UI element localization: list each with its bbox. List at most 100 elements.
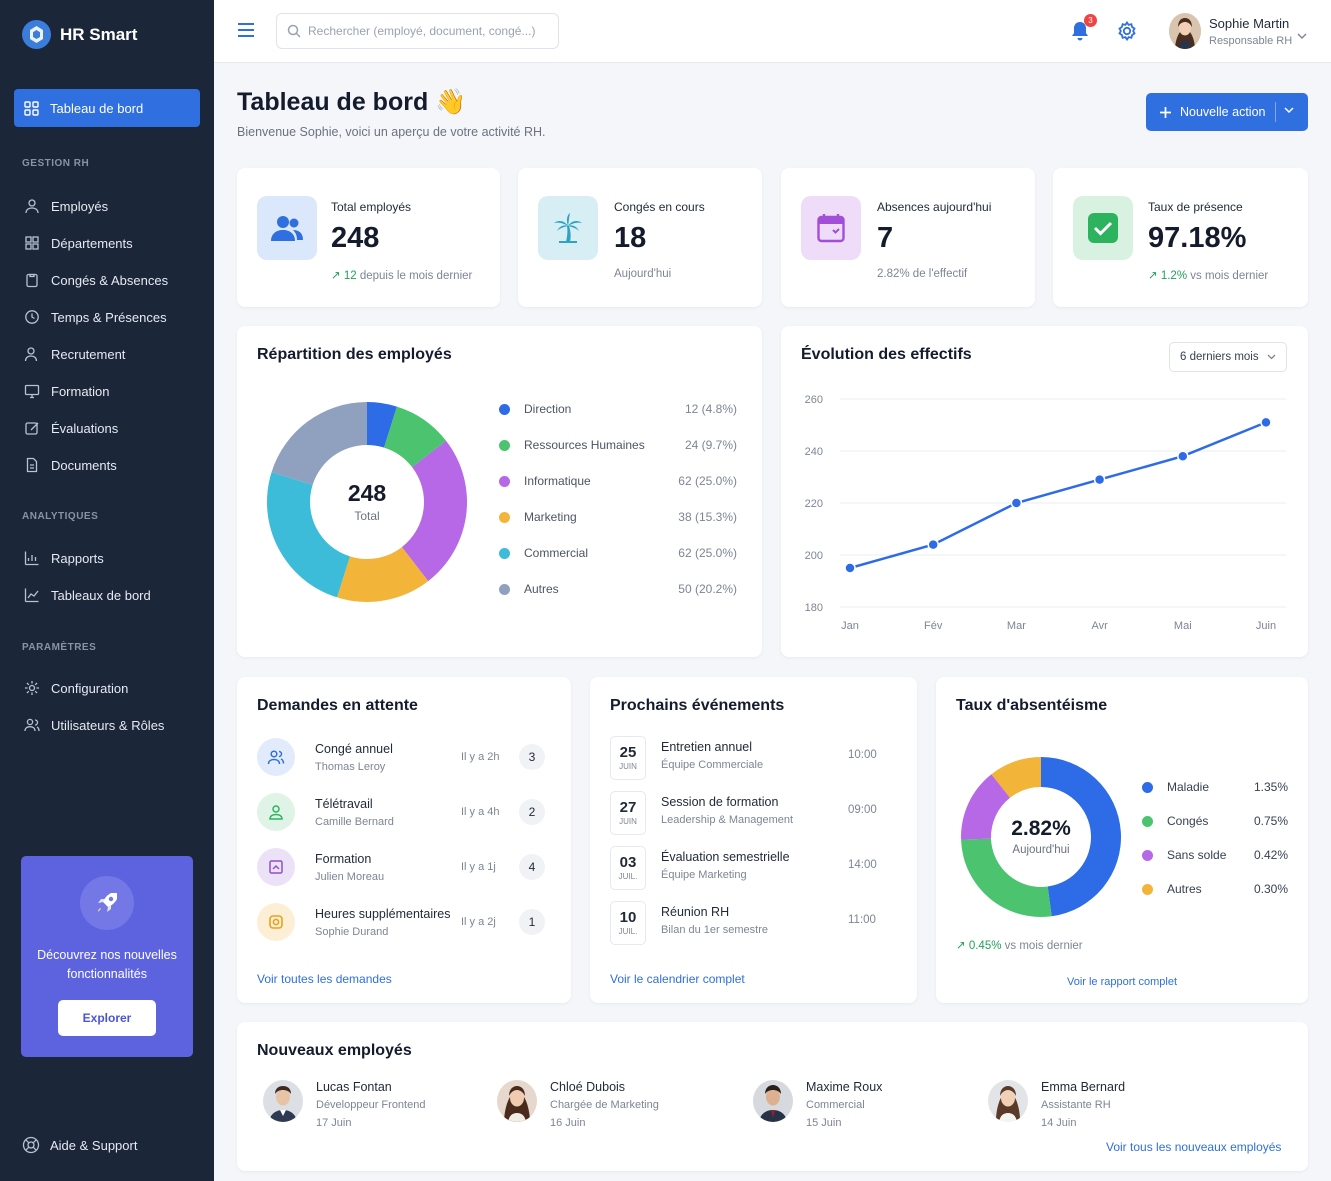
employee-item[interactable]: Chloé Dubois Chargée de Marketing 16 Jui… [497, 1078, 707, 1136]
search-input[interactable] [308, 24, 548, 38]
notification-badge: 3 [1084, 14, 1097, 27]
new-action-button[interactable]: Nouvelle action [1146, 93, 1308, 131]
legend-item-autres[interactable]: Autres 50 (20.2%) [499, 582, 737, 596]
employee-item[interactable]: Lucas Fontan Développeur Frontend 17 Jui… [263, 1078, 473, 1136]
bell-icon[interactable] [1070, 20, 1090, 47]
donut-slice-direction[interactable] [367, 402, 397, 448]
legend-item-sans-solde[interactable]: Sans solde 0.42% [1142, 848, 1288, 862]
calendar-icon [801, 196, 861, 260]
kpi-label: Absences aujourd'hui [877, 200, 992, 214]
request-item[interactable]: Heures supplémentaires Sophie Durand Il … [257, 903, 547, 943]
event-item[interactable]: 03 JUIL. Évaluation semestrielle Équipe M… [610, 846, 900, 890]
menu-icon[interactable] [237, 22, 255, 43]
donut-slice-conges[interactable] [961, 838, 1052, 917]
user-avatar[interactable] [1169, 13, 1201, 49]
trend-up-icon: ↗ [331, 270, 341, 282]
sidebar-item-employes[interactable]: Employés [24, 196, 108, 216]
sidebar-item-configuration[interactable]: Configuration [24, 678, 128, 698]
chevron-down-icon[interactable] [1284, 107, 1294, 114]
request-item[interactable]: Télétravail Camille Bernard Il y a 4h 2 [257, 793, 547, 833]
sidebar-item-formation[interactable]: Formation [24, 381, 110, 401]
data-point[interactable] [1260, 416, 1272, 429]
legend-label: Marketing [524, 510, 577, 524]
page-title: Tableau de bord 👋 [237, 88, 467, 116]
count-badge: 3 [519, 744, 545, 770]
see-all-new-employees-link[interactable]: Voir tous les nouveaux employés [1106, 1140, 1282, 1154]
evolution-card: Évolution des effectifs 6 derniers mois … [781, 326, 1308, 657]
absenteeism-card: Taux d'absentéisme 2.82% Aujourd'hui Mal… [936, 677, 1308, 1003]
sidebar-item-conges-absences[interactable]: Congés & Absences [24, 270, 168, 290]
sidebar-item-label: Tableau de bord [50, 100, 144, 116]
employee-item[interactable]: Maxime Roux Commercial 15 Juin [753, 1078, 963, 1136]
y-tick-label: 240 [805, 446, 823, 458]
sidebar-item-documents[interactable]: Documents [24, 455, 117, 475]
legend-item-marketing[interactable]: Marketing 38 (15.3%) [499, 510, 737, 524]
data-point[interactable] [927, 538, 939, 551]
bar-chart-icon [24, 551, 39, 566]
period-dropdown[interactable]: 6 derniers mois [1169, 342, 1287, 372]
users-icon [257, 196, 317, 260]
chevron-down-icon[interactable] [1297, 27, 1307, 45]
legend-item-conges[interactable]: Congés 0.75% [1142, 814, 1288, 828]
x-tick-label: Fév [924, 620, 943, 632]
sidebar-item-utilisateurs-roles[interactable]: Utilisateurs & Rôles [24, 715, 164, 735]
legend-dot [1142, 849, 1153, 861]
donut-slice-ressources-humaines[interactable] [384, 406, 447, 468]
see-calendar-link[interactable]: Voir le calendrier complet [610, 972, 745, 986]
see-report-link[interactable]: Voir le rapport complet [1066, 976, 1178, 988]
dashboard-icon [24, 100, 39, 116]
legend-item-maladie[interactable]: Maladie 1.35% [1142, 780, 1288, 794]
donut-slice-autres[interactable] [991, 757, 1041, 798]
user-name[interactable]: Sophie Martin [1209, 16, 1290, 31]
request-item[interactable]: Congé annuel Thomas Leroy Il y a 2h 3 [257, 738, 547, 778]
sidebar-item-tableau-de-bord[interactable]: Tableau de bord [14, 89, 200, 127]
donut-slice-commercial[interactable] [267, 472, 350, 598]
users-icon [24, 718, 40, 732]
legend-dot [1142, 781, 1153, 793]
help-support-link[interactable]: Aide & Support [22, 1136, 137, 1154]
sidebar-item-departements[interactable]: Départements [24, 233, 133, 253]
settings-icon[interactable] [1116, 20, 1138, 47]
kpi-foot: Aujourd'hui [614, 268, 672, 280]
sidebar-item-temps-presences[interactable]: Temps & Présences [24, 307, 167, 327]
clock-icon [25, 310, 39, 324]
explorer-button[interactable]: Explorer [58, 1000, 156, 1036]
sidebar-item-rapports[interactable]: Rapports [24, 548, 104, 568]
data-point[interactable] [844, 562, 856, 574]
employee-item[interactable]: Emma Bernard Assistante RH 14 Juin [988, 1078, 1198, 1136]
legend-dot [499, 439, 510, 451]
see-all-requests-link[interactable]: Voir toutes les demandes [257, 972, 392, 986]
donut-slice-autres[interactable] [271, 402, 367, 485]
event-item[interactable]: 25 JUIN Entretien annuel Équipe Commercia… [610, 736, 900, 780]
data-point[interactable] [1010, 497, 1023, 509]
event-item[interactable]: 10 JUIL. Réunion RH Bilan du 1er semestre… [610, 901, 900, 945]
app-name: HR Smart [60, 24, 138, 44]
donut-center-value: 248 [347, 480, 387, 506]
donut-slice-sans-solde[interactable] [961, 774, 1011, 840]
legend-label: Autres [1167, 882, 1202, 896]
legend-item-commercial[interactable]: Commercial 62 (25.0%) [499, 546, 737, 560]
event-date: 25 JUIN [610, 736, 646, 780]
event-item[interactable]: 27 JUIN Session de formation Leadership &… [610, 791, 900, 835]
kpi-label: Congés en cours [614, 200, 705, 214]
app-logo[interactable]: HR Smart [22, 20, 137, 49]
kpi-value: 97.18% [1148, 222, 1247, 254]
legend-item-direction[interactable]: Direction 12 (4.8%) [499, 402, 737, 416]
data-point[interactable] [1093, 473, 1106, 486]
donut-slice-informatique[interactable] [401, 440, 467, 582]
legend-value: 0.42% [1253, 848, 1288, 862]
sidebar-item-tableaux-de-bord[interactable]: Tableaux de bord [24, 585, 151, 605]
request-item[interactable]: Formation Julien Moreau Il y a 1j 4 [257, 848, 547, 888]
data-point[interactable] [1177, 450, 1189, 462]
promo-card: Découvrez nos nouvelles fonctionnalités … [21, 856, 193, 1057]
sidebar-item-recrutement[interactable]: Recrutement [24, 344, 125, 364]
user-plus-icon [24, 347, 38, 362]
legend-item-autres[interactable]: Autres 0.30% [1142, 882, 1288, 896]
legend-item-informatique[interactable]: Informatique 62 (25.0%) [499, 474, 737, 488]
sidebar-item-evaluations[interactable]: Évaluations [24, 418, 118, 438]
kpi-label: Total employés [331, 200, 412, 214]
legend-item-ressources-humaines[interactable]: Ressources Humaines 24 (9.7%) [499, 438, 737, 452]
y-tick-label: 180 [805, 602, 823, 614]
donut-slice-marketing[interactable] [337, 547, 429, 602]
donut-slice-maladie[interactable] [1041, 757, 1121, 917]
